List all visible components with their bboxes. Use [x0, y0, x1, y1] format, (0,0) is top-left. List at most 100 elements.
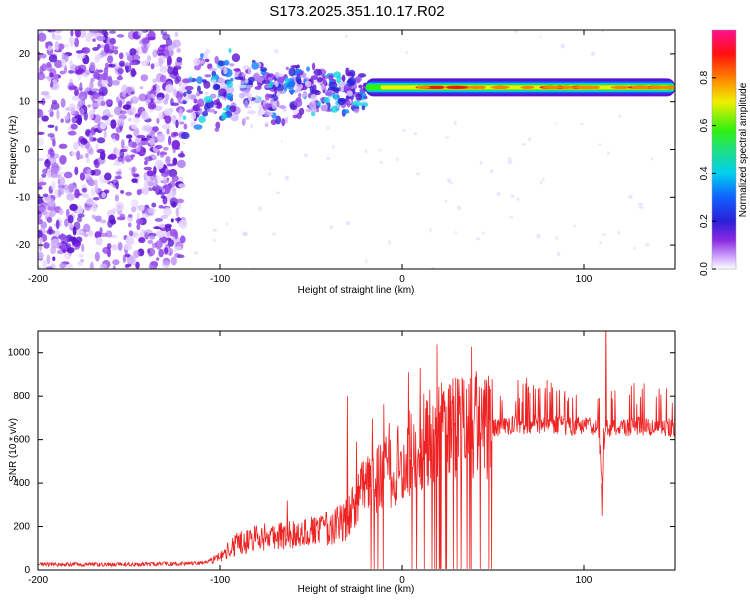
noise-blob: [164, 115, 172, 124]
scatter-blob: [332, 87, 341, 92]
scatter-blob: [330, 105, 339, 113]
scatter-blob: [323, 96, 331, 104]
scatter-blob: [251, 61, 259, 70]
spectrogram-ylabel: Frequency (Hz): [8, 116, 19, 185]
faint-blob: [599, 240, 602, 245]
noise-blob: [47, 109, 53, 113]
noise-blob: [131, 178, 138, 183]
noise-blob: [87, 229, 94, 237]
noise-blob: [155, 230, 165, 238]
x-tick-label: -200: [28, 575, 48, 586]
scatter-blob: [288, 67, 296, 77]
scatter-blob: [305, 108, 312, 113]
noise-blob: [89, 80, 94, 90]
noise-blob: [70, 184, 78, 189]
scatter-blob: [193, 57, 201, 66]
faint-blob: [326, 156, 331, 160]
scatter-blob: [206, 108, 216, 113]
noise-blob: [172, 189, 177, 196]
scatter-blob: [320, 104, 327, 112]
noise-blob: [39, 237, 43, 243]
noise-blob: [41, 173, 47, 178]
noise-blob: [112, 162, 122, 166]
scatter-blob: [341, 109, 350, 115]
faint-blob: [598, 143, 602, 146]
scatter-blob: [183, 92, 187, 97]
scatter-blob: [197, 98, 205, 107]
faint-blob: [326, 126, 330, 130]
noise-blob: [114, 176, 123, 180]
noise-blob: [103, 130, 107, 139]
noise-blob: [151, 133, 156, 144]
noise-blob: [146, 170, 155, 177]
faint-blob: [345, 220, 351, 226]
noise-blob: [156, 133, 166, 143]
scatter-blob: [274, 71, 280, 77]
noise-blob: [38, 184, 43, 189]
noise-blob: [59, 70, 66, 75]
faint-blob: [431, 266, 435, 269]
faint-blob: [590, 51, 596, 57]
faint-blob: [429, 228, 432, 233]
noise-blob: [96, 96, 102, 106]
noise-blob: [113, 49, 119, 55]
noise-blob: [178, 108, 184, 118]
noise-blob: [73, 141, 79, 150]
scatter-blob: [338, 98, 347, 102]
scatter-blob: [278, 73, 284, 77]
noise-blob: [178, 183, 186, 189]
noise-blob: [160, 214, 169, 220]
noise-blob: [52, 34, 62, 41]
scatter-blob: [316, 77, 324, 83]
faint-blob: [268, 172, 271, 176]
noise-blob: [167, 66, 174, 75]
noise-blob: [124, 154, 133, 162]
noise-blob: [101, 80, 109, 86]
scatter-blob: [304, 80, 312, 88]
noise-blob: [38, 32, 47, 42]
noise-blob: [167, 239, 175, 247]
scatter-blob: [214, 127, 220, 132]
noise-blob: [93, 71, 99, 80]
noise-blob: [174, 31, 179, 38]
noise-blob: [42, 193, 49, 198]
snr-ylabel: SNR (10 * v/v): [8, 418, 19, 482]
band-hot: [610, 85, 632, 89]
scatter-blob: [345, 67, 350, 76]
scatter-blob: [192, 107, 201, 112]
noise-blob: [54, 41, 60, 51]
noise-blob: [79, 154, 84, 160]
noise-blob: [74, 166, 79, 176]
noise-blob: [107, 75, 112, 81]
noise-blob: [42, 259, 47, 269]
faint-blob: [536, 233, 541, 239]
noise-blob: [54, 125, 58, 132]
noise-blob: [83, 139, 88, 144]
scatter-blob: [285, 66, 289, 71]
noise-blob: [52, 139, 56, 147]
noise-blob: [143, 166, 152, 171]
noise-blob: [164, 247, 169, 255]
faint-blob: [396, 157, 399, 162]
noise-blob: [79, 172, 85, 181]
noise-blob: [115, 201, 125, 212]
scatter-blob: [278, 105, 286, 109]
scatter-blob: [357, 73, 367, 78]
noise-blob: [119, 213, 126, 220]
noise-blob: [60, 232, 65, 243]
colorbar: 0.0 0.2 0.4 0.6 0.8 Normalized spectral ampl…: [699, 29, 749, 276]
noise-blob: [118, 114, 127, 120]
noise-blob: [172, 39, 182, 48]
noise-blob: [108, 63, 116, 68]
noise-blob: [147, 36, 156, 41]
faint-blob: [416, 172, 420, 176]
noise-blob: [110, 218, 117, 225]
noise-blob: [167, 135, 172, 146]
scatter-blob: [233, 68, 241, 72]
snr-xlabel: Height of straight line (km): [298, 584, 415, 595]
scatter-blob: [361, 105, 366, 111]
noise-blob: [90, 77, 95, 83]
scatter-blob: [214, 55, 219, 64]
noise-blob: [170, 256, 177, 266]
noise-blob: [147, 208, 157, 214]
